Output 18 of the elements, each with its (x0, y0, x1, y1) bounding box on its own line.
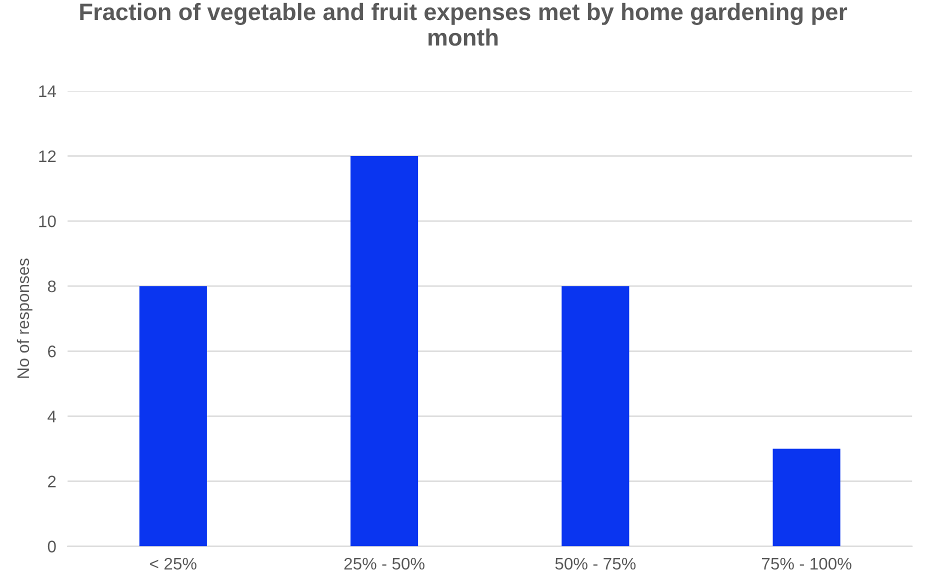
x-tick-label: 75% - 100% (762, 558, 852, 570)
bar (562, 286, 630, 546)
y-tick-label: 14 (39, 86, 56, 97)
bar (139, 286, 207, 546)
y-tick-label: 0 (48, 540, 56, 552)
y-tick-label: 4 (48, 410, 56, 422)
y-tick-label: 12 (39, 150, 56, 162)
y-tick-label: 6 (48, 346, 56, 358)
y-tick-label: 10 (39, 215, 56, 228)
y-axis-title: No of responses (16, 258, 32, 378)
x-tick-label: 50% - 75% (555, 558, 636, 570)
bar (772, 448, 840, 546)
x-tick-label: 25% - 50% (344, 558, 424, 570)
x-tick-label: < 25% (150, 558, 196, 570)
chart-title: Fraction of vegetable and fruit expenses met by home gardening per month (80, 2, 848, 46)
y-tick-label: 8 (48, 280, 56, 292)
bar (350, 156, 418, 546)
y-tick-label: 2 (48, 476, 56, 488)
